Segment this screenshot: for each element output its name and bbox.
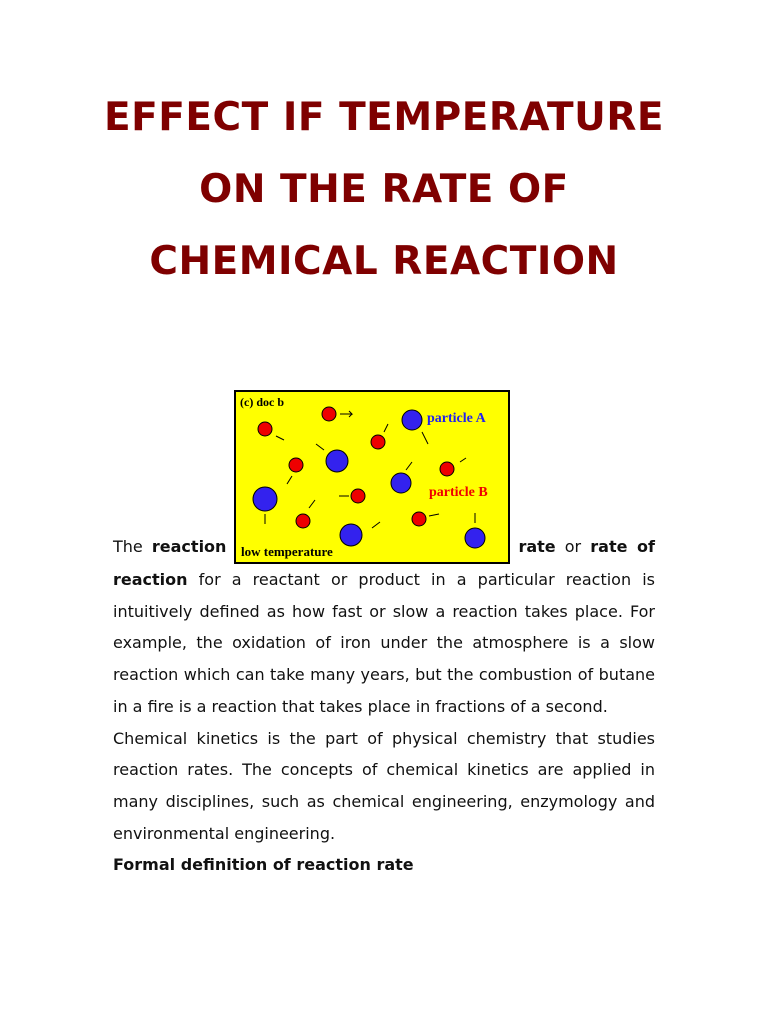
body: The reaction (c) doc b particle A partic… — [113, 390, 655, 881]
figure-label: particle B — [429, 485, 488, 500]
figure-label: particle A — [427, 411, 487, 426]
text-run: Chemical kinetics is the part of physica… — [113, 728, 655, 843]
figure-label: low temperature — [241, 544, 333, 559]
text-run: rate — [518, 537, 556, 556]
title: EFFECT IF TEMPERATURE ON THE RATE OF CHE… — [103, 95, 664, 284]
text-run: The — [113, 537, 152, 556]
text-run: rate of reaction — [113, 537, 655, 589]
paragraph: The reaction (c) doc b particle A partic… — [113, 390, 655, 723]
text-run: or — [555, 537, 591, 556]
heading: Formal definition of reaction rate — [113, 855, 414, 875]
text-run: reaction — [151, 537, 227, 556]
figure-label: (c) doc b — [240, 395, 284, 409]
text-run: for a reactant or product in a particula… — [113, 570, 655, 716]
figure: (c) doc b particle A particle B low temp… — [234, 390, 511, 564]
paragraph: Chemical kinetics is the part of physica… — [113, 723, 655, 850]
